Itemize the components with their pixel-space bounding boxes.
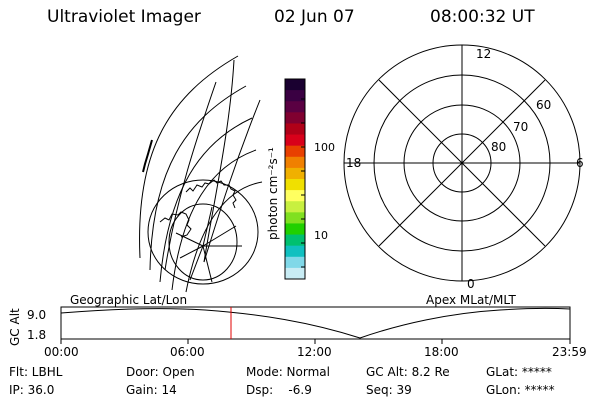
mlt-label-18: 18 — [346, 156, 362, 170]
mlt-label-0: 0 — [467, 277, 475, 291]
colorbar-border — [284, 78, 306, 280]
colorbar-band — [285, 90, 305, 102]
status-ip: IP: 36.0 — [9, 383, 55, 397]
mlt-label-12: 12 — [476, 47, 492, 61]
time-label: 08:00:32 UT — [430, 7, 535, 27]
status-gc-alt: GC Alt: 8.2 Re — [366, 365, 450, 379]
status-flt: Flt: LBHL — [9, 365, 63, 379]
lat-label-60: 60 — [536, 98, 552, 112]
colorbar-band — [285, 123, 305, 136]
colorbar-band — [285, 145, 305, 158]
colorbar-band — [285, 267, 305, 280]
colorbar-band — [285, 134, 305, 147]
colorbar-tick-10: 10 — [314, 229, 328, 242]
colorbar-band — [285, 223, 305, 236]
colorbar-band — [285, 256, 305, 269]
colorbar-band — [285, 190, 305, 202]
status-gain: Gain: 14 — [126, 383, 177, 397]
apex-label: Apex MLat/MLT — [426, 293, 516, 307]
lat-label-70: 70 — [513, 120, 529, 134]
colorbar — [284, 78, 306, 280]
status-dsp: Dsp: -6.9 — [246, 383, 312, 397]
colorbar-band — [285, 167, 305, 180]
timeline-xtick-2359: 23:59 — [552, 345, 587, 359]
colorbar-band — [285, 101, 305, 113]
timeline-xtick-1800: 18:00 — [424, 345, 459, 359]
status-glon: GLon: ***** — [486, 383, 555, 397]
status-mode: Mode: Normal — [246, 365, 330, 379]
geographic-label: Geographic Lat/Lon — [70, 293, 188, 307]
colorbar-band — [285, 179, 305, 191]
timeline-ytick-9: 9.0 — [27, 308, 47, 322]
mlt-label-6: 6 — [576, 156, 584, 170]
timeline-ytick-1-8: 1.8 — [27, 328, 47, 342]
colorbar-band — [285, 79, 305, 91]
colorbar-band — [285, 245, 305, 258]
colorbar-band — [285, 234, 305, 247]
colorbar-tick-100: 100 — [314, 141, 335, 154]
timeline-xtick-0000: 00:00 — [44, 345, 79, 359]
timeline-xtick-1200: 12:00 — [297, 345, 332, 359]
colorbar-band — [285, 212, 305, 224]
colorbar-band — [285, 156, 305, 169]
lat-label-80: 80 — [491, 140, 507, 154]
instrument-title: Ultraviolet Imager — [47, 7, 201, 27]
colorbar-band — [285, 201, 305, 213]
status-door: Door: Open — [126, 365, 195, 379]
colorbar-band — [285, 112, 305, 124]
status-glat: GLat: ***** — [486, 365, 552, 379]
date-label: 02 Jun 07 — [274, 7, 355, 27]
timeline-xtick-0600: 06:00 — [170, 345, 205, 359]
status-seq: Seq: 39 — [366, 383, 412, 397]
